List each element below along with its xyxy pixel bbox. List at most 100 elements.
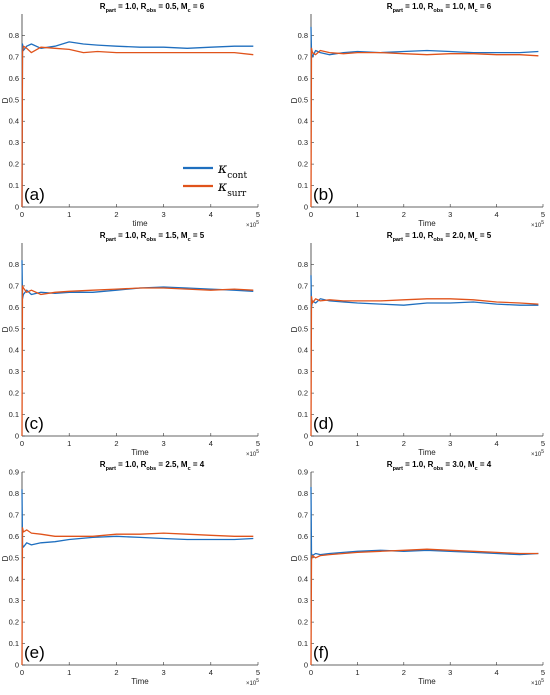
x-tick-label: 1	[67, 210, 71, 219]
x-axis-label: Time	[418, 677, 436, 686]
x-tick-label: 2	[114, 439, 118, 448]
x-tick-label: 0	[309, 439, 313, 448]
panel-a: Rpart = 1.0, Robs = 0.5, Mc = 6 0 0.1 0.2 0.…	[1, 2, 260, 229]
y-tick-label: 0.8	[9, 260, 19, 269]
x-tick-label: 0	[20, 668, 24, 677]
y-tick-label: 0	[304, 432, 308, 441]
y-tick-label: 0.1	[298, 410, 308, 419]
y-tick-label: 0.6	[9, 532, 19, 541]
y-axis-label: D	[290, 97, 299, 103]
y-tick-label: 0.6	[298, 532, 308, 541]
y-tick-label: 0.2	[298, 618, 308, 627]
y-tick-label: 0.7	[9, 510, 19, 519]
panel-title: Rpart = 1.0, Robs = 1.5, Mc = 5	[100, 231, 205, 243]
y-tick-label: 0.7	[298, 281, 308, 290]
x-exponent-label: ×105	[531, 220, 544, 229]
series-line-surr	[21, 285, 254, 437]
panel-label: (c)	[24, 414, 44, 433]
x-tick-label: 0	[20, 210, 24, 219]
panel-label: (d)	[313, 414, 334, 433]
panel-title: Rpart = 1.0, Robs = 3.0, Mc = 4	[387, 460, 492, 472]
panel-e: Rpart = 1.0, Robs = 2.5, Mc = 4 0 0.1 0.2 0.…	[1, 460, 260, 687]
y-tick-label: 0.2	[298, 389, 308, 398]
panel-label: (f)	[313, 643, 329, 662]
y-tick-label: 0.6	[298, 74, 308, 83]
x-axis-label: time	[132, 219, 148, 228]
x-exponent-label: ×105	[246, 678, 259, 687]
y-tick-label: 0.5	[298, 324, 308, 333]
y-tick-label: 0.2	[298, 160, 308, 169]
legend-entry-surr: κsurr	[217, 179, 247, 199]
y-tick-label: 0.7	[298, 52, 308, 61]
series-line-surr	[21, 45, 254, 208]
y-tick-label: 0.5	[298, 95, 308, 104]
x-exponent-label: ×105	[531, 449, 544, 458]
panel-label: (a)	[24, 185, 45, 204]
y-tick-label: 0.4	[9, 117, 19, 126]
x-tick-label: 4	[209, 439, 213, 448]
y-axis-label: D	[1, 326, 10, 332]
y-tick-label: 0.7	[9, 52, 19, 61]
y-tick-label: 0.4	[9, 575, 19, 584]
panel-c: Rpart = 1.0, Robs = 1.5, Mc = 5 0 0.1 0.2 0.…	[1, 231, 260, 458]
x-tick-label: 4	[495, 439, 499, 448]
y-tick-label: 0.7	[9, 281, 19, 290]
x-tick-label: 2	[402, 668, 406, 677]
y-tick-label: 0.4	[298, 117, 308, 126]
y-tick-label: 0.3	[9, 596, 19, 605]
y-tick-label: 0	[304, 203, 308, 212]
x-tick-label: 3	[448, 439, 452, 448]
series-line-cont	[310, 486, 539, 557]
panel-label: (e)	[24, 643, 45, 662]
x-tick-label: 5	[541, 668, 545, 677]
x-axis-label: Time	[131, 677, 149, 686]
x-tick-label: 3	[162, 210, 166, 219]
y-tick-label: 0.9	[298, 468, 308, 477]
series-line-surr	[310, 47, 539, 208]
y-tick-label: 0.2	[9, 389, 19, 398]
y-tick-label: 0	[15, 661, 19, 670]
series-line-cont	[21, 260, 254, 300]
x-axis-label: Time	[418, 448, 436, 457]
y-tick-label: 0.8	[9, 31, 19, 40]
y-tick-label: 0	[15, 432, 19, 441]
x-tick-label: 2	[114, 668, 118, 677]
x-tick-label: 4	[209, 668, 213, 677]
y-tick-label: 0.3	[298, 596, 308, 605]
x-tick-label: 2	[402, 439, 406, 448]
y-tick-label: 0.2	[9, 618, 19, 627]
x-exponent-label: ×105	[531, 678, 544, 687]
y-tick-label: 0.4	[9, 346, 19, 355]
x-tick-label: 5	[541, 210, 545, 219]
series-line-cont	[21, 489, 254, 548]
y-tick-label: 0.5	[9, 324, 19, 333]
x-tick-label: 4	[495, 668, 499, 677]
panel-title: Rpart = 1.0, Robs = 1.0, Mc = 6	[387, 2, 492, 14]
y-tick-label: 0.8	[298, 260, 308, 269]
x-axis-label: Time	[131, 448, 149, 457]
panel-d: Rpart = 1.0, Robs = 2.0, Mc = 5 0 0.1 0.2 0.…	[290, 231, 545, 458]
y-tick-label: 0.9	[9, 468, 19, 477]
y-tick-label: 0.3	[9, 367, 19, 376]
x-exponent-label: ×105	[246, 449, 259, 458]
y-axis-label: D	[290, 555, 299, 561]
legend-entry-cont: κcont	[217, 161, 247, 181]
x-tick-label: 1	[67, 668, 71, 677]
y-axis-label: D	[1, 97, 10, 103]
x-tick-label: 0	[20, 439, 24, 448]
y-tick-label: 0	[304, 661, 308, 670]
panel-f: Rpart = 1.0, Robs = 3.0, Mc = 4 0 0.1 0.2 0.…	[290, 460, 545, 687]
x-exponent-label: ×105	[246, 220, 259, 229]
y-tick-label: 0.1	[9, 410, 19, 419]
x-tick-label: 2	[402, 210, 406, 219]
y-tick-label: 0.1	[9, 639, 19, 648]
x-tick-label: 3	[162, 439, 166, 448]
x-tick-label: 0	[309, 668, 313, 677]
y-tick-label: 0	[15, 203, 19, 212]
y-tick-label: 0.7	[298, 510, 308, 519]
x-tick-label: 3	[448, 210, 452, 219]
y-tick-label: 0.2	[9, 160, 19, 169]
y-tick-label: 0.3	[298, 367, 308, 376]
y-tick-label: 0.1	[298, 181, 308, 190]
